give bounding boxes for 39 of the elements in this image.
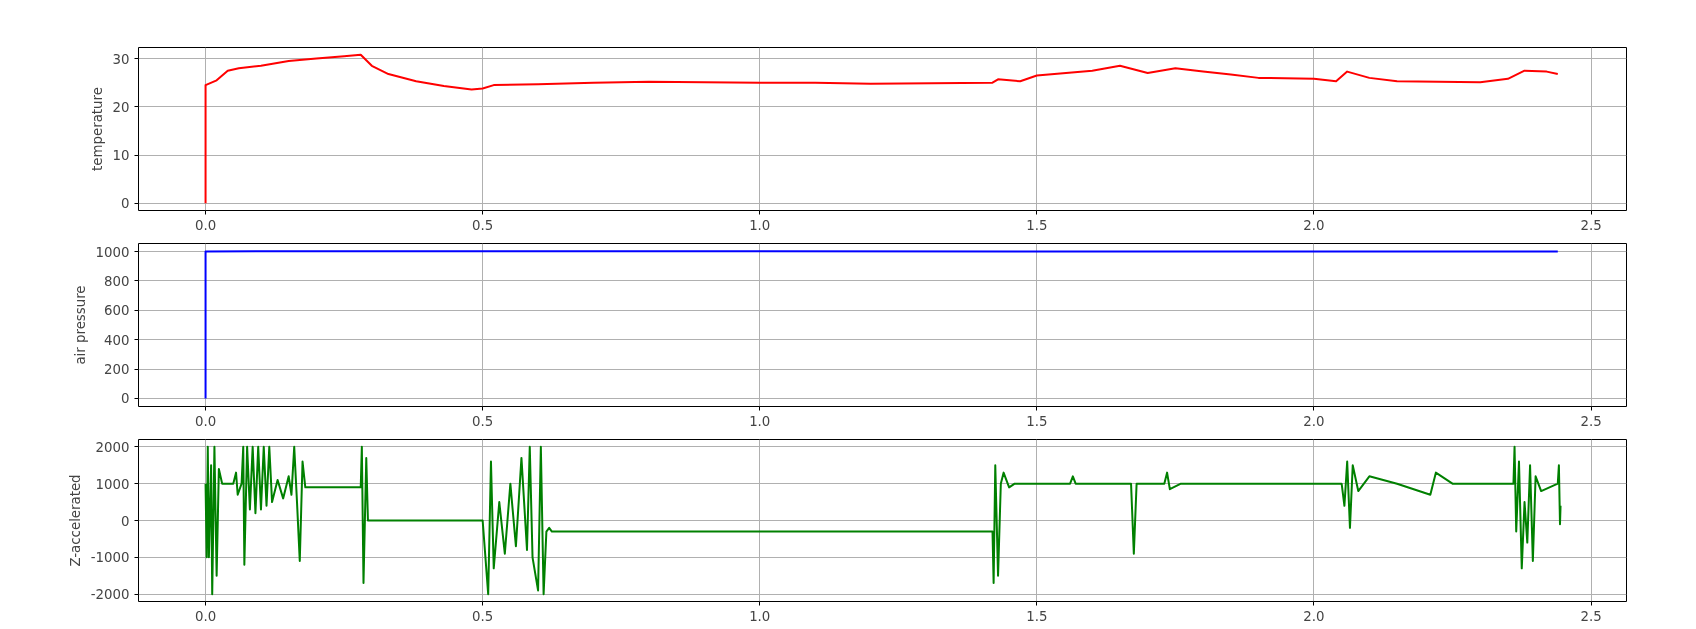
y-tick-label: 20	[112, 99, 130, 115]
y-tick-label: 0	[121, 513, 130, 529]
x-tick-label: 1.0	[749, 608, 771, 624]
x-tick-label: 0.5	[472, 608, 494, 624]
x-tick-label: 1.5	[1026, 608, 1048, 624]
x-tick-label: 1.5	[1026, 413, 1048, 429]
y-tick-label: 0	[121, 391, 130, 407]
y-tick-label: 600	[104, 303, 130, 319]
x-tick-label: 2.0	[1303, 608, 1325, 624]
line-series	[204, 445, 1562, 596]
y-tick-label: 0	[121, 196, 130, 212]
x-tick-label: 1.5	[1026, 217, 1048, 233]
x-tick-label: 0.0	[194, 217, 217, 233]
x-tick-label: 0.0	[194, 413, 217, 429]
y-axis-title: air pressure	[72, 285, 88, 365]
y-tick-label: 800	[104, 273, 130, 289]
y-tick-label: 1000	[95, 476, 130, 492]
y-tick-label: -2000	[90, 587, 130, 603]
y-tick-label: 200	[104, 362, 130, 378]
line-series	[204, 53, 1559, 205]
x-tick-label: 0.5	[472, 217, 494, 233]
y-tick-label: 30	[112, 51, 130, 67]
x-tick-label: 2.0	[1303, 413, 1325, 429]
y-axis-title: Z-accelerated	[67, 474, 83, 567]
y-tick-label: -1000	[90, 550, 130, 566]
y-tick-label: 10	[112, 148, 130, 164]
y-axis-title: temperature	[89, 87, 105, 171]
y-tick-label: 2000	[95, 439, 130, 455]
x-tick-label: 0.5	[472, 413, 494, 429]
x-tick-label: 0.0	[194, 608, 217, 624]
x-tick-label: 2.5	[1580, 608, 1602, 624]
x-tick-label: 1.0	[749, 413, 771, 429]
y-tick-label: 1000	[95, 244, 130, 260]
line-series	[204, 250, 1559, 400]
x-tick-label: 2.5	[1580, 413, 1602, 429]
y-tick-label: 400	[104, 332, 130, 348]
x-tick-label: 1.0	[749, 217, 771, 233]
x-tick-label: 2.5	[1580, 217, 1602, 233]
x-tick-label: 2.0	[1303, 217, 1325, 233]
